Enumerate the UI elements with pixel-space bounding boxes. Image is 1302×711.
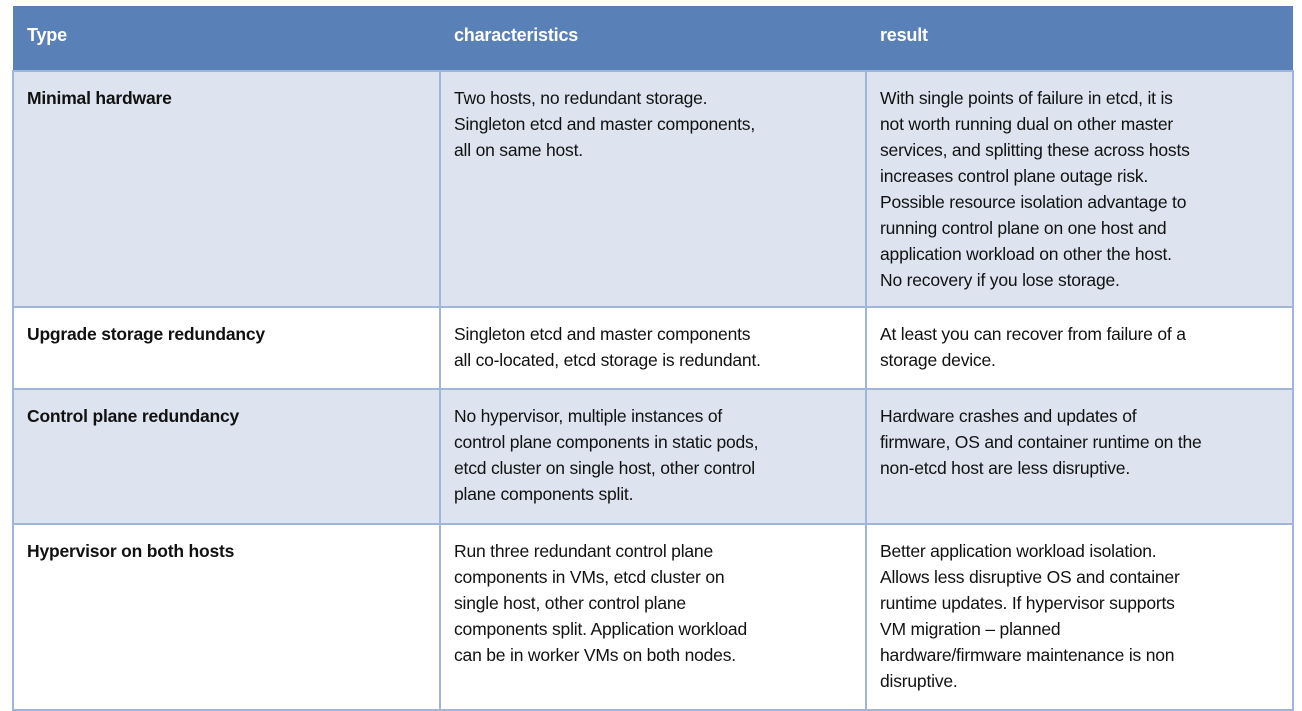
header-result: result bbox=[866, 6, 1293, 71]
type-cell: Hypervisor on both hosts bbox=[12, 523, 441, 711]
type-cell: Upgrade storage redundancy bbox=[12, 306, 441, 390]
table-row: Minimal hardware Two hosts, no redundant… bbox=[12, 70, 1294, 308]
table-row: Upgrade storage redundancy Singleton etc… bbox=[12, 306, 1294, 390]
result-cell: Better application workload isolation. A… bbox=[865, 523, 1294, 711]
header-row: Type characteristics result bbox=[13, 6, 1293, 71]
characteristics-cell: Two hosts, no redundant storage. Singlet… bbox=[439, 70, 867, 308]
comparison-table: Type characteristics result Minimal hard… bbox=[12, 6, 1294, 711]
table-row: Hypervisor on both hosts Run three redun… bbox=[12, 523, 1294, 711]
characteristics-cell: Run three redundant control plane compon… bbox=[439, 523, 867, 711]
characteristics-cell: No hypervisor, multiple instances of con… bbox=[439, 388, 867, 525]
result-cell: Hardware crashes and updates of firmware… bbox=[865, 388, 1294, 525]
header-characteristics: characteristics bbox=[440, 6, 866, 71]
header-type: Type bbox=[13, 6, 440, 71]
type-cell: Minimal hardware bbox=[12, 70, 441, 308]
result-cell: At least you can recover from failure of… bbox=[865, 306, 1294, 390]
result-cell: With single points of failure in etcd, i… bbox=[865, 70, 1294, 308]
characteristics-cell: Singleton etcd and master components all… bbox=[439, 306, 867, 390]
type-cell: Control plane redundancy bbox=[12, 388, 441, 525]
table-row: Control plane redundancy No hypervisor, … bbox=[12, 388, 1294, 525]
